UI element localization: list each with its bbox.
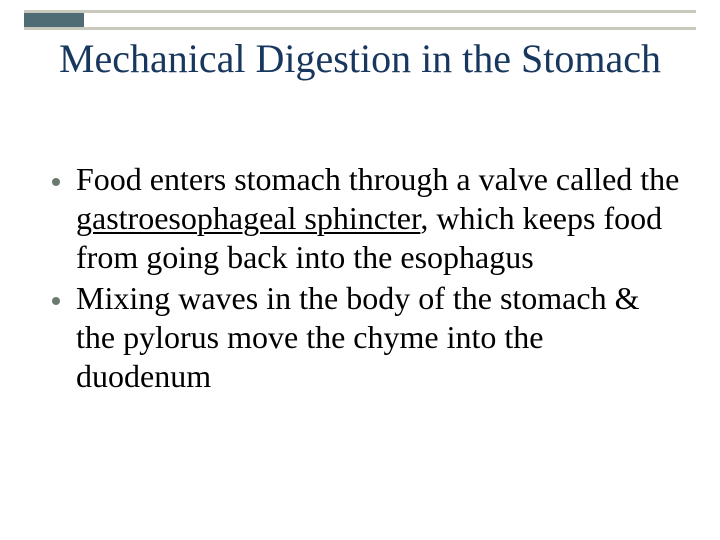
list-item: Mixing waves in the body of the stomach … bbox=[52, 279, 684, 396]
list-item: Food enters stomach through a valve call… bbox=[52, 160, 684, 277]
bullet-icon bbox=[52, 297, 60, 305]
header-accent bbox=[24, 13, 84, 27]
bullet-text-underlined: gastroesophageal sphincter bbox=[76, 200, 420, 236]
bullet-icon bbox=[52, 178, 60, 186]
header-rule bbox=[24, 10, 696, 30]
bullet-text-pre: Mixing waves in the body of the stomach … bbox=[76, 280, 639, 394]
slide-title: Mechanical Digestion in the Stomach bbox=[0, 36, 720, 82]
slide-body: Food enters stomach through a valve call… bbox=[52, 160, 684, 398]
bullet-text-pre: Food enters stomach through a valve call… bbox=[76, 161, 679, 197]
